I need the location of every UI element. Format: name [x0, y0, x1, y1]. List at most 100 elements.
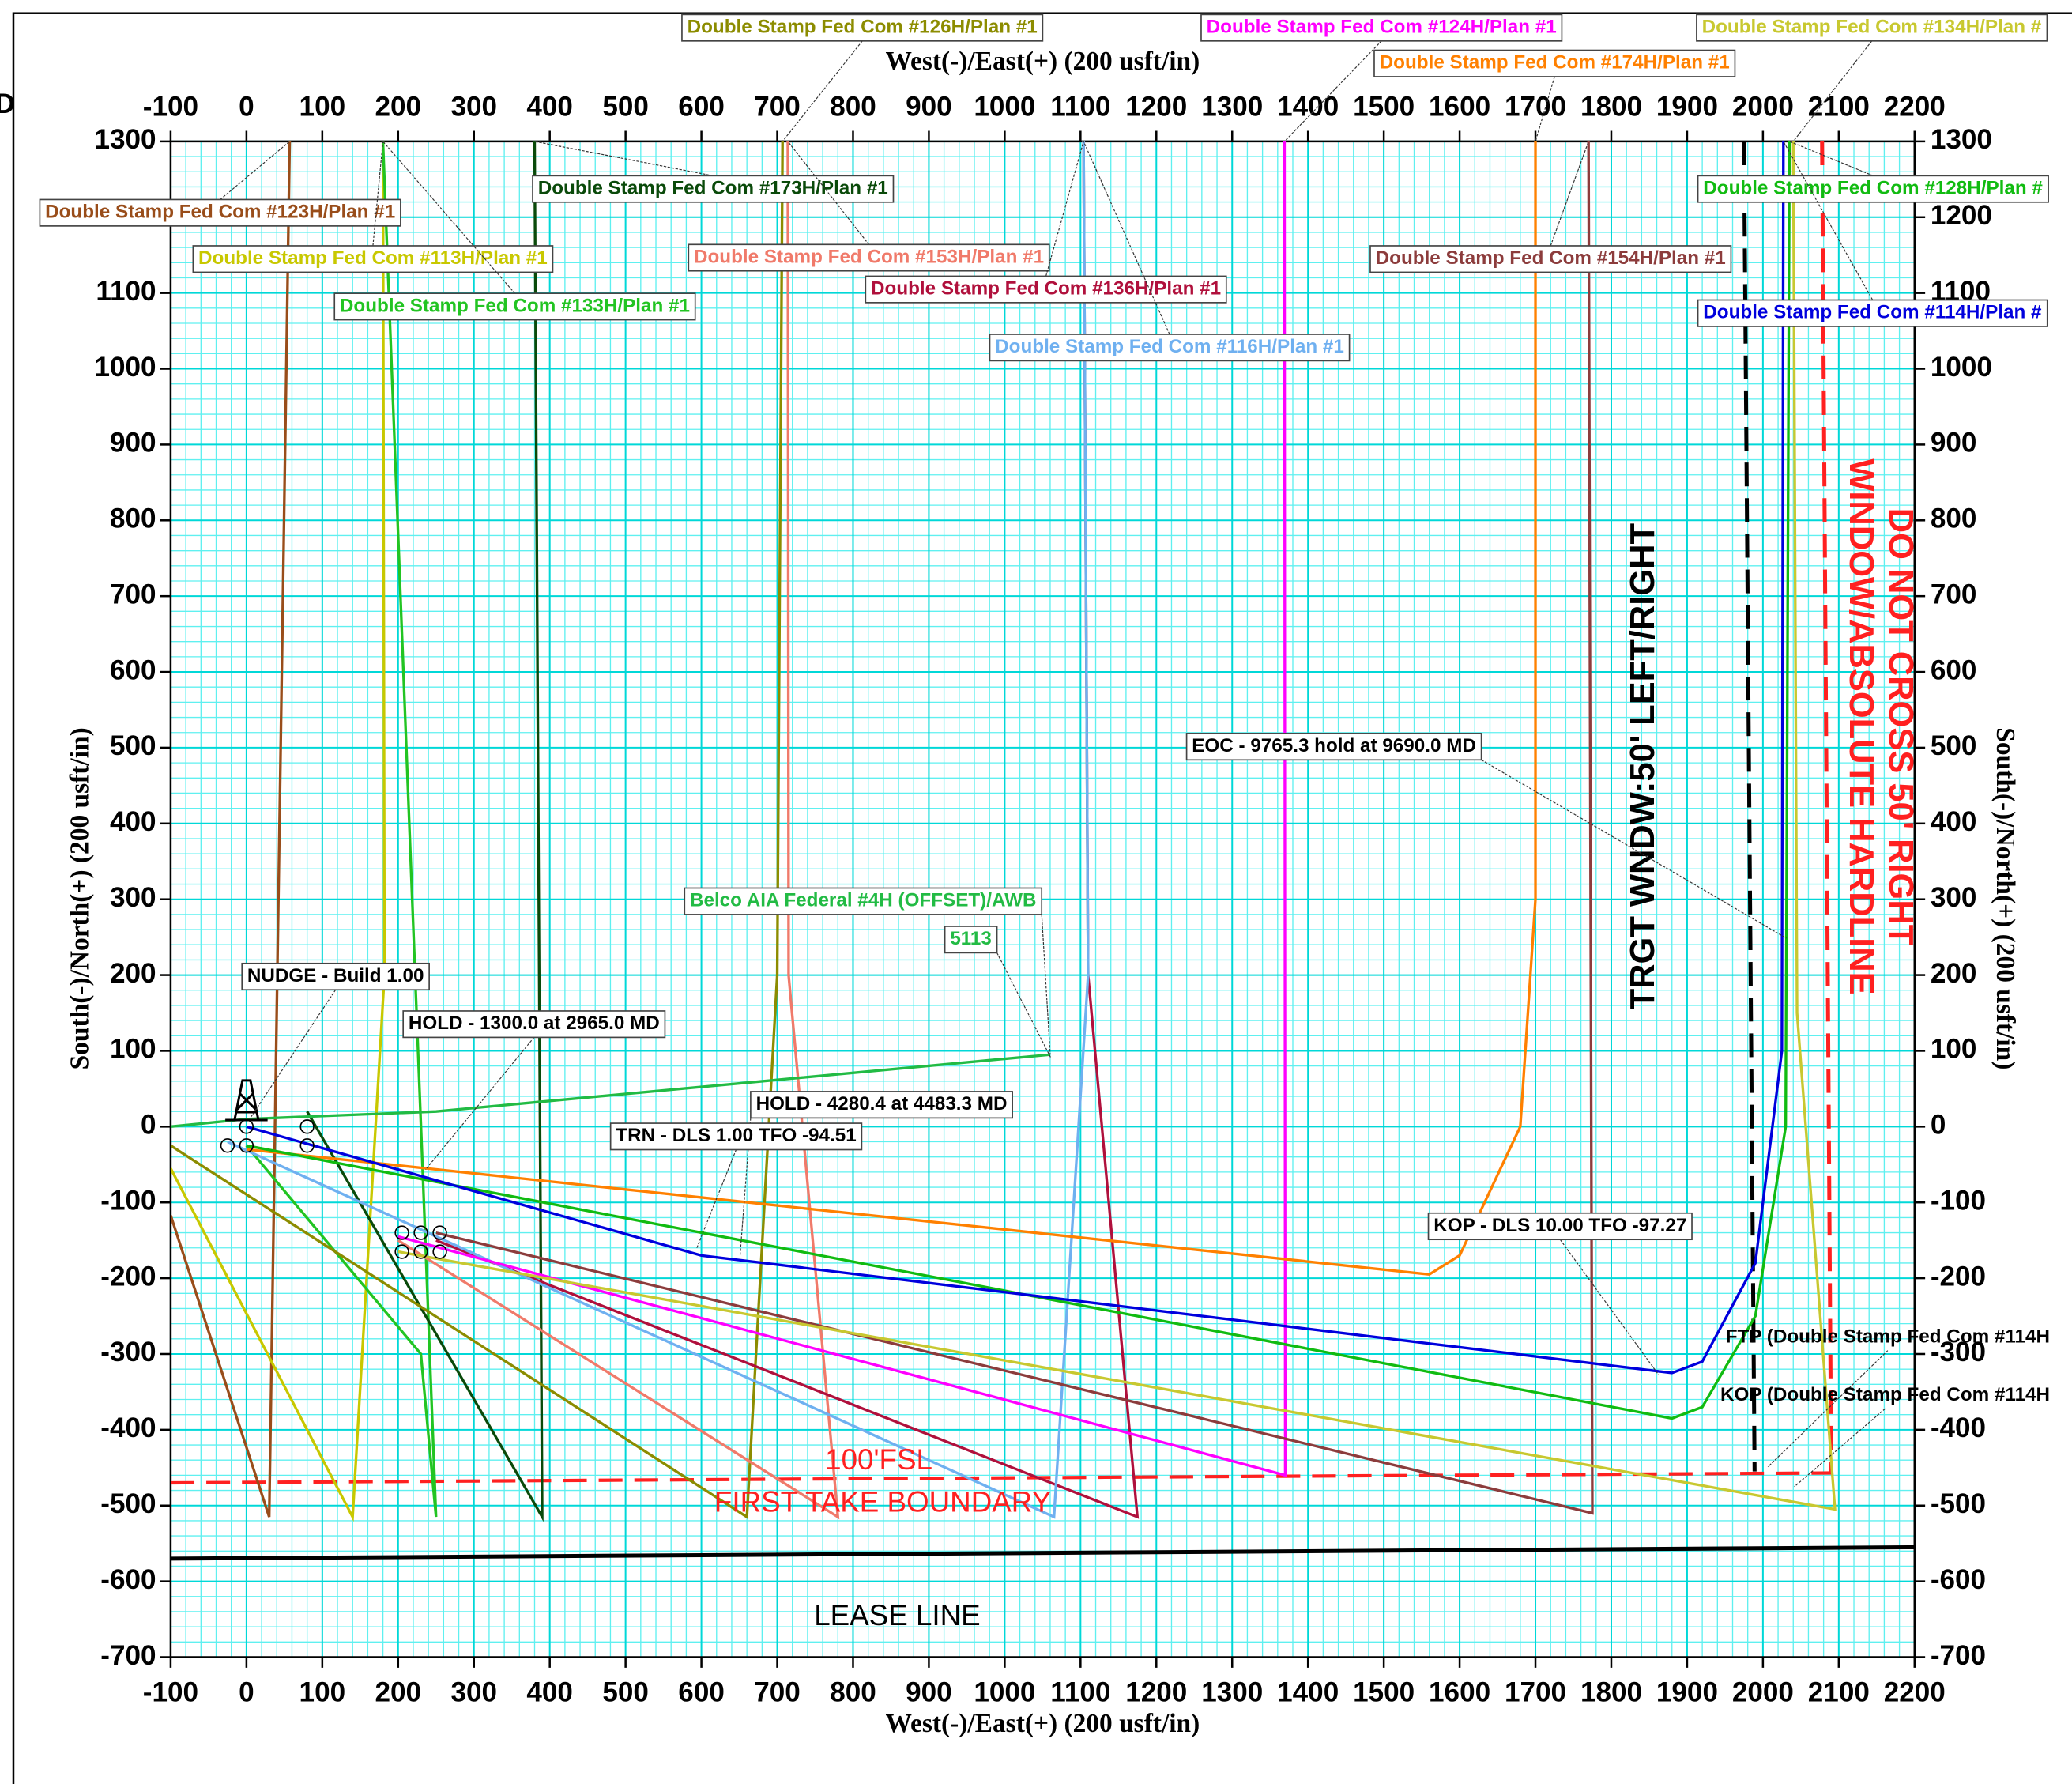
leader-line — [1284, 40, 1382, 142]
label-text: TRN - DLS 1.00 TFO -94.51 — [616, 1125, 856, 1146]
label-box — [1697, 299, 2048, 327]
y-tick-label: 600 — [110, 654, 156, 685]
label-box — [1427, 1212, 1693, 1241]
well-path — [435, 141, 1594, 1515]
rig-icon — [225, 1079, 268, 1122]
label-text: Double Stamp Fed Com #126H/Plan #1 — [688, 17, 1038, 38]
y-tick-label: 600 — [1931, 654, 1977, 685]
label-text: Double Stamp Fed Com #134H/Plan # — [1702, 17, 2042, 38]
label-text: FTP (Double Stamp Fed Com #114H — [1726, 1326, 2050, 1347]
boundary-line — [170, 1471, 1832, 1485]
surface-marker — [220, 1138, 235, 1153]
x-tick-label: 1300 — [1201, 91, 1263, 122]
x-tick-label: 1600 — [1429, 1677, 1490, 1708]
y-tick-label: 900 — [1931, 428, 1977, 458]
leader-line — [1792, 40, 1873, 142]
leader-line — [1481, 759, 1787, 939]
label-box — [1200, 13, 1563, 42]
label-box — [609, 1122, 863, 1151]
leader-line — [739, 1118, 752, 1256]
x-tick-label: 800 — [830, 91, 876, 122]
leader-line — [534, 141, 714, 176]
leader-line — [1794, 1408, 1886, 1488]
y-tick-label: 1000 — [94, 352, 156, 383]
y-tick-label: 1300 — [1931, 124, 1992, 155]
boundary-line — [170, 1544, 1915, 1561]
x-tick-label: 1000 — [974, 1677, 1035, 1708]
x-tick-label: 1400 — [1277, 1677, 1339, 1708]
y-tick-label: 500 — [1931, 730, 1977, 761]
y-tick-label: 200 — [110, 958, 156, 989]
label-box — [39, 198, 401, 227]
y-tick-label: 700 — [1931, 579, 1977, 609]
x-tick-label: 2200 — [1884, 91, 1946, 122]
leader-line — [382, 141, 515, 294]
well-path — [306, 141, 544, 1522]
label-box — [1373, 49, 1736, 77]
label-text: Double Stamp Fed Com #116H/Plan #1 — [995, 336, 1344, 357]
x-tick-label: 100 — [299, 91, 346, 122]
well-path — [397, 141, 840, 1520]
boundary-line — [1820, 141, 1833, 1472]
x-tick-label: 1900 — [1656, 91, 1718, 122]
x-axis-title-top: West(-)/East(+) (200 usft/in) — [885, 47, 1200, 76]
well-path — [397, 141, 1287, 1477]
well-path — [246, 141, 1785, 1375]
leader-line — [1535, 76, 1555, 142]
well-path — [170, 141, 784, 1520]
x-tick-label: 400 — [526, 1677, 573, 1708]
x-tick-label: 2000 — [1732, 91, 1794, 122]
x-tick-label: 600 — [678, 1677, 725, 1708]
surface-marker — [394, 1244, 409, 1259]
x-tick-label: 1800 — [1580, 1677, 1642, 1708]
x-tick-label: 1300 — [1201, 1677, 1263, 1708]
x-tick-label: 300 — [450, 91, 497, 122]
x-tick-label: 500 — [602, 91, 649, 122]
y-tick-label: 400 — [1931, 806, 1977, 837]
y-tick-label: -400 — [1931, 1412, 1986, 1443]
boundary-label: FIRST TAKE BOUNDARY — [714, 1485, 1051, 1518]
leader-line — [782, 40, 863, 142]
surface-marker — [239, 1138, 254, 1153]
x-tick-label: 1200 — [1125, 1677, 1187, 1708]
y-axis-title-right: South(-)/North(+) (200 usft/in) — [1991, 727, 2020, 1069]
y-tick-label: -600 — [1931, 1564, 1986, 1595]
leader-line — [695, 1149, 737, 1250]
y-tick-label: -500 — [1931, 1488, 1986, 1519]
x-tick-label: 400 — [526, 91, 573, 122]
label-box — [688, 243, 1050, 272]
x-tick-label: 200 — [375, 91, 422, 122]
well-path — [227, 141, 1090, 1519]
y-tick-label: 1100 — [96, 276, 156, 307]
plot-area — [170, 141, 1915, 1561]
y-tick-label: -200 — [100, 1261, 156, 1292]
leader-line — [425, 1037, 535, 1170]
leader-line — [787, 141, 869, 245]
x-tick-label: 300 — [450, 1677, 497, 1708]
surface-marker — [394, 1225, 409, 1240]
y-tick-label: 200 — [1931, 958, 1977, 989]
x-tick-label: -100 — [143, 1677, 198, 1708]
y-tick-label: -200 — [1931, 1261, 1986, 1292]
y-tick-label: -400 — [100, 1412, 156, 1443]
leader-line — [1783, 141, 1874, 300]
x-tick-label: 1000 — [974, 91, 1035, 122]
x-tick-label: 2000 — [1732, 1677, 1794, 1708]
label-box — [1185, 733, 1482, 761]
well-path — [170, 141, 292, 1518]
surface-marker — [413, 1244, 428, 1259]
y-tick-label: 400 — [110, 806, 156, 837]
label-box — [944, 926, 998, 954]
x-tick-label: 500 — [602, 1677, 649, 1708]
y-tick-label: 100 — [1931, 1034, 1977, 1065]
y-tick-label: -700 — [100, 1640, 156, 1671]
x-tick-label: 800 — [830, 1677, 876, 1708]
label-text: Double Stamp Fed Com #113H/Plan #1 — [198, 247, 548, 269]
leader-line — [220, 141, 290, 200]
label-box — [1697, 175, 2049, 203]
label-text: Double Stamp Fed Com #173H/Plan #1 — [538, 177, 888, 198]
leader-line — [1559, 1239, 1659, 1375]
surface-marker — [299, 1138, 315, 1153]
x-tick-label: 900 — [906, 1677, 952, 1708]
x-axis-title-bottom: West(-)/East(+) (200 usft/in) — [885, 1709, 1200, 1738]
